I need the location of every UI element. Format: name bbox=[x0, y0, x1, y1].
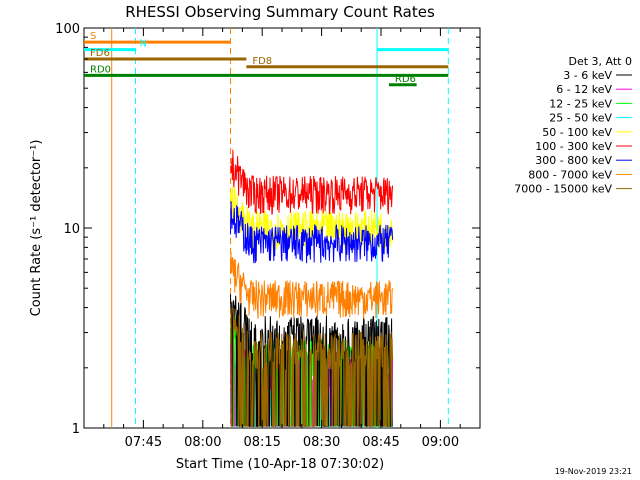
series-line bbox=[230, 251, 394, 319]
y-tick-label: 1 bbox=[72, 422, 80, 437]
legend-label: 50 - 100 keV bbox=[542, 126, 612, 139]
x-axis-label: Start Time (10-Apr-18 07:30:02) bbox=[176, 457, 384, 472]
mode-label: RD6 bbox=[395, 74, 416, 85]
mode-label: FD8 bbox=[252, 56, 272, 67]
series-line bbox=[230, 149, 394, 215]
y-tick-label: 100 bbox=[55, 22, 80, 37]
mode-label: N bbox=[139, 39, 146, 50]
data-layer bbox=[230, 149, 394, 427]
y-axis-label: Count Rate (s⁻¹ detector⁻¹) bbox=[29, 140, 44, 317]
y-tick-label: 10 bbox=[63, 222, 80, 237]
mode-label: S bbox=[90, 31, 96, 42]
legend-label: 25 - 50 keV bbox=[549, 112, 612, 125]
legend-label: 6 - 12 keV bbox=[556, 83, 612, 96]
x-tick-label: 09:00 bbox=[422, 435, 459, 450]
mode-label: FD6 bbox=[90, 48, 110, 59]
mode-label: RD0 bbox=[90, 64, 111, 75]
legend-label: 7000 - 15000 keV bbox=[514, 183, 612, 196]
legend-label: 12 - 25 keV bbox=[549, 97, 612, 110]
series-line bbox=[230, 294, 393, 427]
tick-layer: 1 10 100 07:45 08:00 08:15 08:30 08:45 09:00 bbox=[55, 22, 480, 450]
series-line bbox=[230, 201, 394, 264]
x-tick-label: 08:15 bbox=[243, 435, 280, 450]
legend-header: Det 3, Att 0 bbox=[569, 55, 633, 68]
x-tick-label: 07:45 bbox=[125, 435, 162, 450]
legend-label: 800 - 7000 keV bbox=[528, 168, 612, 181]
x-tick-label: 08:30 bbox=[303, 435, 340, 450]
legend-label: 100 - 300 keV bbox=[535, 140, 612, 153]
x-tick-label: 08:45 bbox=[362, 435, 399, 450]
series-line bbox=[230, 186, 394, 251]
legend-label: 300 - 800 keV bbox=[535, 154, 612, 167]
legend-label: 3 - 6 keV bbox=[563, 69, 612, 82]
x-tick-label: 08:00 bbox=[184, 435, 221, 450]
series-line bbox=[230, 307, 394, 427]
footer-date: 19-Nov-2019 23:21 bbox=[555, 467, 632, 476]
chart-title: RHESSI Observing Summary Count Rates bbox=[125, 3, 435, 21]
